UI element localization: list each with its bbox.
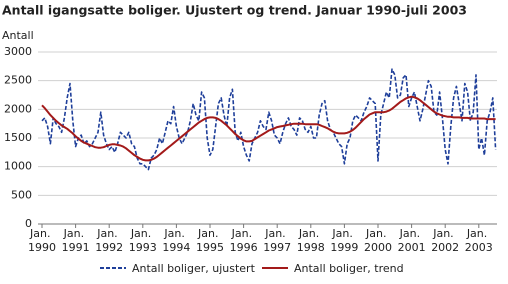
y-tick-label: 500 bbox=[11, 188, 32, 201]
series-line bbox=[41, 68, 497, 171]
legend-label: Antall boliger, ujustert bbox=[132, 262, 256, 275]
y-tick-label: 1500 bbox=[4, 131, 32, 144]
chart-title: Antall igangsatte boliger. Ujustert og t… bbox=[2, 3, 467, 18]
x-tick-label: Jan. 1996 bbox=[230, 227, 258, 254]
x-tick-label: Jan. 1990 bbox=[28, 227, 56, 254]
x-tick-label: Jan. 2000 bbox=[364, 227, 392, 254]
x-tick-label: Jan. 1998 bbox=[297, 227, 325, 254]
x-tick-label: Jan. 1992 bbox=[95, 227, 123, 254]
y-tick-label: 2000 bbox=[4, 102, 32, 115]
x-tick-label: Jan. 1991 bbox=[62, 227, 90, 254]
y-axis-label: Antall bbox=[2, 29, 34, 42]
y-tick-label: 3000 bbox=[4, 45, 32, 58]
legend-label: Antall boliger, trend bbox=[294, 262, 404, 275]
x-tick-label: Jan. 1994 bbox=[162, 227, 190, 254]
x-tick-label: Jan. 1997 bbox=[263, 227, 291, 254]
x-tick-label: Jan. 2002 bbox=[431, 227, 459, 254]
x-tick-label: Jan. 1999 bbox=[330, 227, 358, 254]
y-tick-label: 0 bbox=[25, 217, 32, 230]
y-tick-label: 2500 bbox=[4, 74, 32, 87]
series-line bbox=[41, 95, 496, 162]
x-tick-label: Jan. 1995 bbox=[196, 227, 224, 254]
x-tick-label: Jan. 2003 bbox=[465, 227, 493, 254]
x-tick-label: Jan. 1993 bbox=[129, 227, 157, 254]
y-tick-label: 1000 bbox=[4, 160, 32, 173]
x-tick-label: Jan. 2001 bbox=[398, 227, 426, 254]
